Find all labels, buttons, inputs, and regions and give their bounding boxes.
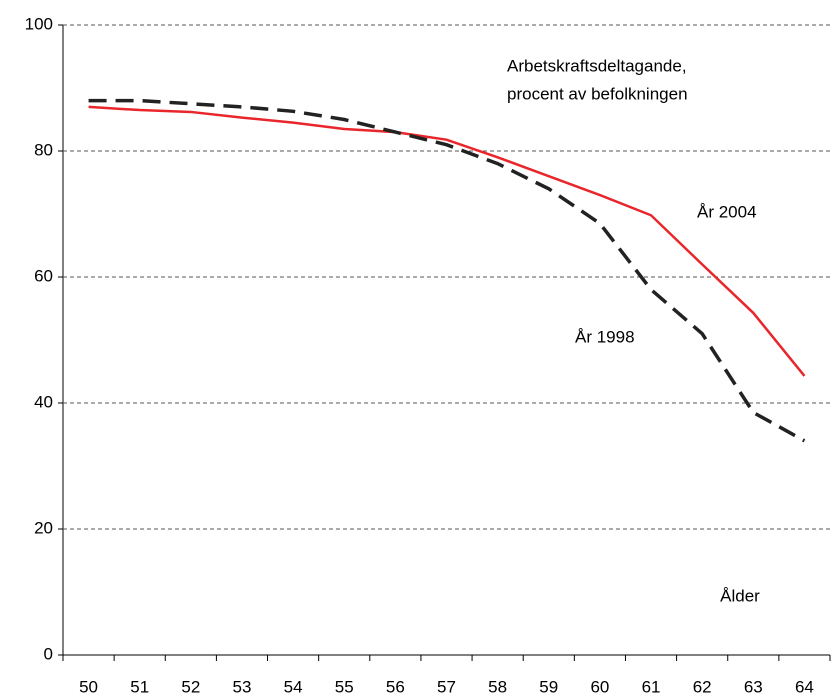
y-tick-label: 80	[34, 140, 53, 159]
line-series	[88, 98, 806, 443]
x-tick-label: 54	[284, 677, 303, 696]
x-tick-label: 55	[335, 677, 354, 696]
line-series	[88, 105, 806, 377]
x-tick-label: 53	[233, 677, 252, 696]
x-tick-label: 59	[539, 677, 558, 696]
series-label: År 1998	[575, 327, 635, 346]
x-tick-label: 62	[693, 677, 712, 696]
x-axis-label: Ålder	[720, 586, 760, 605]
x-tick-label: 58	[488, 677, 507, 696]
annotation: Arbetskraftsdeltagande,	[507, 56, 687, 75]
y-tick-label: 0	[44, 644, 53, 663]
x-tick-label: 57	[437, 677, 456, 696]
y-tick-label: 60	[34, 266, 53, 285]
y-tick-label: 100	[25, 14, 53, 33]
y-tick-label: 40	[34, 392, 53, 411]
x-tick-label: 56	[386, 677, 405, 696]
x-tick-label: 64	[795, 677, 814, 696]
x-tick-label: 63	[744, 677, 763, 696]
series-label: År 2004	[697, 202, 757, 221]
x-tick-label: 52	[181, 677, 200, 696]
x-tick-label: 51	[130, 677, 149, 696]
x-tick-label: 50	[79, 677, 98, 696]
x-tick-label: 61	[642, 677, 661, 696]
x-tick-label: 60	[590, 677, 609, 696]
y-tick-label: 20	[34, 518, 53, 537]
annotation: procent av befolkningen	[507, 84, 688, 103]
